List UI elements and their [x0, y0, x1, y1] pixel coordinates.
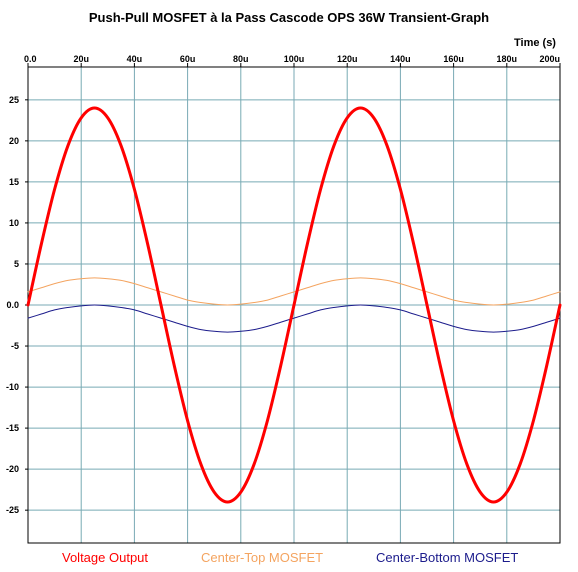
x-tick-label: 40u	[127, 54, 143, 64]
y-tick-label: -10	[6, 382, 19, 392]
y-tick-label: 20	[9, 136, 19, 146]
x-tick-label: 160u	[443, 54, 464, 64]
y-tick-label: 0.0	[6, 300, 19, 310]
x-tick-label: 20u	[73, 54, 89, 64]
y-tick-label: 25	[9, 95, 19, 105]
legend-center-bottom-mosfet: Center-Bottom MOSFET	[376, 550, 519, 565]
x-tick-label: 200u	[539, 54, 560, 64]
x-tick-label: 140u	[390, 54, 411, 64]
series-layer	[26, 106, 562, 504]
chart-title: Push-Pull MOSFET à la Pass Cascode OPS 3…	[88, 10, 490, 25]
axis-ticks: 0.0 20u 40u 60u 80u 100u 120u 140u 160u 180u 200u 2…	[6, 54, 561, 515]
y-tick-label: 15	[9, 177, 19, 187]
y-tick-label: 5	[14, 259, 19, 269]
y-tick-label: -20	[6, 464, 19, 474]
series-line-center-bottom-mosfet	[27, 304, 561, 333]
series-line-center-top-mosfet	[27, 277, 561, 306]
series-line-voltage-output	[26, 106, 562, 504]
y-tick-label: 10	[9, 218, 19, 228]
x-tick-label: 0.0	[24, 54, 37, 64]
legend-voltage-output: Voltage Output	[62, 550, 149, 565]
y-tick-label: -5	[11, 341, 19, 351]
x-tick-label: 60u	[180, 54, 196, 64]
x-axis-label: Time (s)	[514, 37, 556, 49]
y-tick-label: -15	[6, 423, 19, 433]
x-tick-label: 80u	[233, 54, 249, 64]
legend-center-top-mosfet: Center-Top MOSFET	[201, 550, 324, 565]
x-tick-label: 120u	[337, 54, 358, 64]
y-tick-label: -25	[6, 505, 19, 515]
x-tick-label: 100u	[284, 54, 305, 64]
x-tick-label: 180u	[497, 54, 518, 64]
